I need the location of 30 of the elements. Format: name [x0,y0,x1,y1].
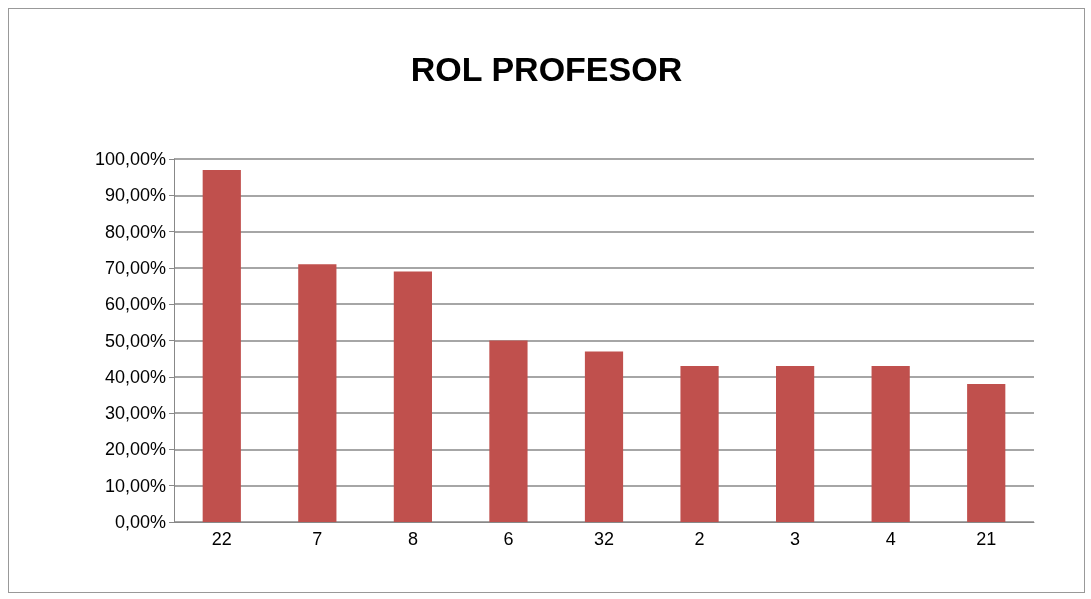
x-tick-label: 8 [407,529,418,549]
bar [202,169,241,522]
bar [871,365,910,522]
x-tick-label: 21 [976,529,997,549]
y-tick-label: 90,00% [104,185,166,206]
x-tick-label: 6 [503,529,514,549]
bar [489,340,528,522]
y-tick-label: 0,00% [114,512,166,532]
bar [298,264,337,522]
y-tick-label: 10,00% [104,475,166,496]
bar [393,271,432,522]
y-tick-label: 80,00% [104,221,166,242]
x-tick-label: 3 [790,529,801,549]
y-tick-label: 30,00% [104,403,166,424]
bar [584,351,624,522]
x-tick-label: 32 [593,529,615,549]
y-tick-label: 70,00% [104,257,166,278]
y-tick-label: 40,00% [104,366,166,387]
bar [967,384,1006,522]
x-tick-label: 22 [211,529,232,549]
chart-title: ROL PROFESOR [410,50,683,88]
bar [680,365,719,522]
x-tick-label: 4 [885,529,896,549]
bar [776,365,815,522]
y-tick-label: 50,00% [104,330,166,351]
x-tick-label: 7 [312,529,323,549]
x-tick-label: 2 [694,529,705,549]
y-tick-label: 60,00% [104,294,166,315]
y-tick-label: 100,00% [94,149,166,169]
y-tick-label: 20,00% [104,439,166,460]
